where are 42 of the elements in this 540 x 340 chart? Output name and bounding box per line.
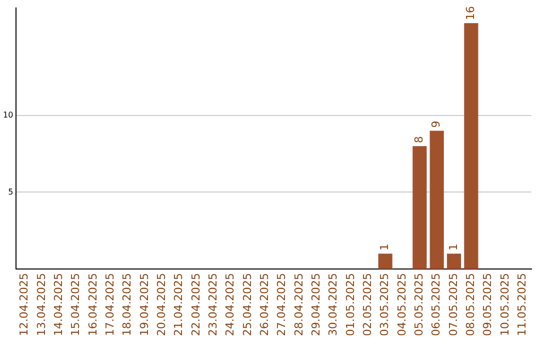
x-tick-label: 11.05.2025: [516, 273, 529, 336]
x-tick-label: 12.04.2025: [18, 273, 31, 336]
x-tick-label: 17.04.2025: [103, 273, 116, 336]
x-tick-label: 18.04.2025: [120, 273, 134, 336]
bar: [464, 23, 478, 270]
x-tick-label: 26.04.2025: [258, 273, 271, 336]
x-tick-label: 10.05.2025: [498, 273, 512, 336]
bar: [412, 146, 427, 270]
x-tick-label: 06.05.2025: [430, 273, 443, 336]
x-tick-label: 27.04.2025: [275, 273, 288, 336]
x-tick-label: 02.05.2025: [361, 273, 374, 336]
y-tick-label: 10: [2, 110, 14, 120]
x-tick-label: 03.05.2025: [378, 273, 392, 336]
x-tick-label: 04.05.2025: [395, 273, 408, 336]
data-label: 16: [464, 6, 478, 20]
x-tick-label: 28.04.2025: [292, 273, 306, 336]
x-tick-label: 08.05.2025: [464, 273, 478, 336]
x-tick-label: 22.04.2025: [189, 273, 202, 336]
data-label: 9: [430, 120, 443, 128]
x-tick-label: 14.04.2025: [52, 273, 65, 336]
x-tick-label: 19.04.2025: [138, 273, 151, 336]
x-tick-label: 20.04.2025: [154, 273, 168, 336]
x-tick-label: 23.04.2025: [206, 273, 220, 336]
x-tick-label: 21.04.2025: [172, 273, 186, 336]
x-tick-label: 09.05.2025: [481, 273, 494, 336]
x-tick-label: 24.04.2025: [224, 273, 237, 336]
x-tick-label: 16.04.2025: [86, 273, 100, 336]
x-tick-label: 05.05.2025: [412, 273, 426, 336]
data-label: 1: [378, 244, 392, 251]
x-tick-label: 07.05.2025: [446, 273, 460, 336]
data-label: 8: [412, 136, 426, 144]
x-tick-label: 29.04.2025: [309, 273, 322, 336]
x-tick-label: 13.04.2025: [34, 273, 48, 336]
x-tick-label: 01.05.2025: [344, 273, 357, 336]
bar: [446, 254, 462, 270]
x-tick-label: 30.04.2025: [326, 273, 340, 336]
x-tick-label: 15.04.2025: [69, 273, 82, 336]
bar: [430, 130, 444, 270]
x-tick-label: 25.04.2025: [240, 273, 254, 336]
bar: [378, 254, 392, 270]
data-label: 1: [446, 244, 460, 251]
y-tick-label: 5: [8, 187, 14, 196]
